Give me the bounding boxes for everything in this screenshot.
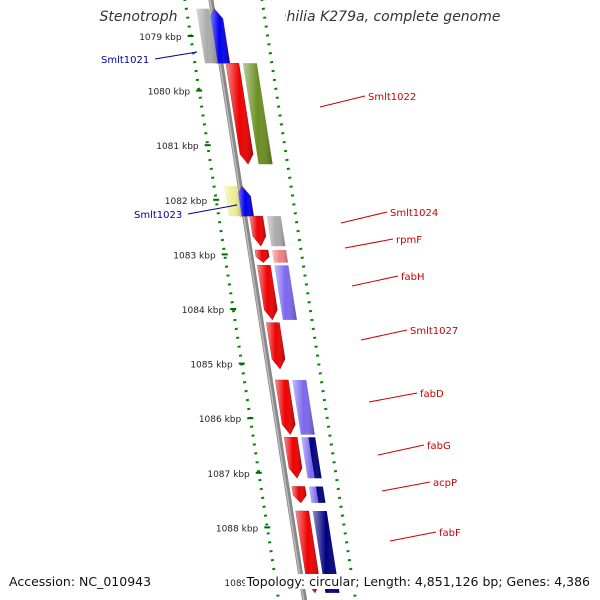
tick-label: 1079 kbp (139, 33, 182, 43)
gene-leader-fabG (377, 444, 425, 456)
gene-leader-fabF (389, 531, 437, 542)
gene-label-fabD[interactable]: fabD (420, 389, 444, 400)
gene-Smlt1024-cog-shade (266, 216, 286, 247)
gene-Smlt1027-cds-shade (266, 322, 286, 370)
backbone-line (208, 0, 308, 600)
gene-label-fabG[interactable]: fabG (427, 441, 451, 452)
gene-label-fabH[interactable]: fabH (401, 272, 425, 283)
gene-Smlt1023-cog-shade (224, 186, 242, 217)
tick-label: 1082 kbp (165, 197, 208, 207)
gene-Smlt1022-cog-shade (242, 63, 273, 165)
gene-leader-Smlt1024 (340, 211, 388, 224)
gene-rpmF-cds-shade (255, 250, 270, 263)
gene-label-Smlt1023[interactable]: Smlt1023 (134, 210, 182, 221)
gene-leader-rpmF (344, 238, 394, 249)
gene-Smlt1023-cds-shade (236, 186, 254, 217)
gene-fabH-cog-shade (274, 265, 297, 320)
tick-label: 1086 kbp (199, 415, 242, 425)
gene-acpP-cds-shade (291, 486, 307, 503)
gene-label-Smlt1022[interactable]: Smlt1022 (368, 92, 416, 103)
gene-fabD-cds-shade (275, 379, 296, 435)
gene-leader-fabD (368, 392, 418, 403)
gene-Smlt1021-cog-shade (196, 8, 218, 64)
tick-label: 1081 kbp (156, 142, 199, 152)
gene-fabG-cog-shade (301, 437, 322, 479)
tick-label: 1087 kbp (207, 470, 250, 480)
tick-label: 1085 kbp (190, 361, 233, 371)
gene-label-fabF[interactable]: fabF (439, 528, 461, 539)
gene-label-rpmF[interactable]: rpmF (396, 235, 422, 246)
backbone-highlight (209, 0, 305, 600)
tick-label: 1088 kbp (216, 524, 259, 534)
gene-leader-Smlt1022 (319, 95, 366, 108)
gene-label-Smlt1027[interactable]: Smlt1027 (410, 326, 458, 337)
outer-guide-line (260, 0, 358, 600)
gene-rpmF-cog-shade (272, 250, 288, 263)
tick-label: 1084 kbp (182, 306, 225, 316)
gene-leader-acpP (381, 481, 431, 492)
gene-label-Smlt1021[interactable]: Smlt1021 (101, 55, 149, 66)
accession-label: Accession: NC_010943 (9, 574, 152, 589)
gene-leader-Smlt1027 (360, 329, 408, 341)
gene-acpP-cog-shade (308, 486, 326, 503)
gene-leader-fabH (351, 275, 399, 287)
gene-label-acpP[interactable]: acpP (433, 478, 457, 489)
gene-leader-Smlt1021-b (154, 51, 198, 60)
topology-label: Topology: circular; Length: 4,851,126 bp… (244, 574, 590, 589)
gene-Smlt1024-cds-shade (249, 216, 266, 247)
gene-fabD-cog-shade (292, 379, 315, 435)
gene-label-Smlt1024[interactable]: Smlt1024 (390, 208, 438, 219)
gene-leader-Smlt1023-b (187, 204, 238, 215)
gene-Smlt1022-cds-shade (225, 63, 254, 165)
inner-guide-line (183, 0, 281, 600)
gene-fabG-cds-shade (284, 437, 303, 479)
tick-label: 1080 kbp (148, 88, 191, 98)
gene-fabF-cog-shade (312, 511, 340, 593)
gene-fabH-cds-shade (257, 265, 278, 320)
gene-fabF-cds-shade (295, 511, 320, 593)
tick-label: 1083 kbp (173, 251, 216, 261)
